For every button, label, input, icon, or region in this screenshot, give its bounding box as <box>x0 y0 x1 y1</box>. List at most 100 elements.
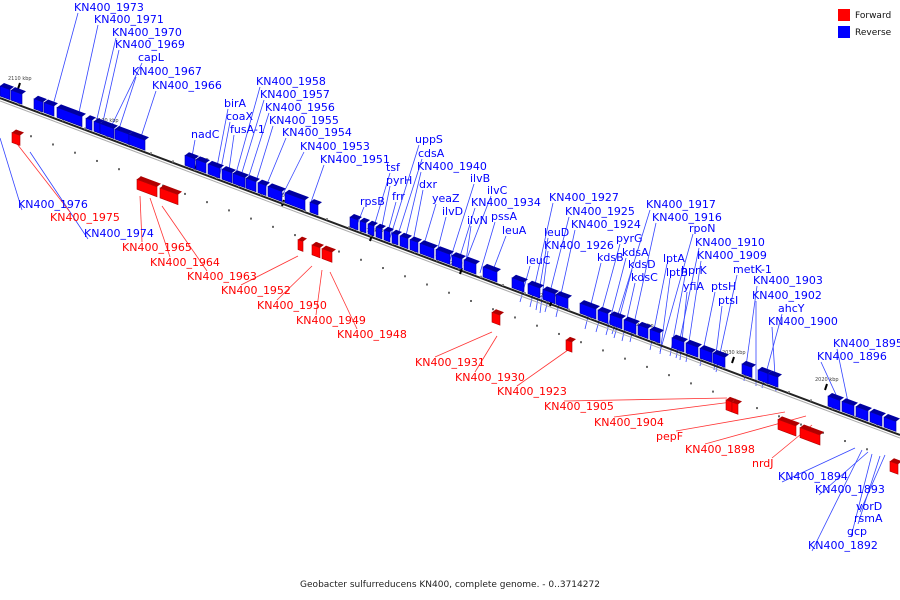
label-leader <box>239 99 265 180</box>
minor-tick <box>194 168 196 171</box>
reverse-gene <box>597 306 612 325</box>
label-leader <box>859 454 886 513</box>
genome-caption: Geobacter sulfurreducens KN400, complete… <box>300 580 600 590</box>
reverse-gene <box>699 345 716 364</box>
reverse-gene-label: KN400_1900 <box>768 315 838 328</box>
minor-tick <box>492 308 494 311</box>
reverse-gene <box>767 370 782 388</box>
forward-gene-label: KN400_1952 <box>221 284 291 297</box>
minor-tick <box>304 209 306 212</box>
forward-gene-label: KN400_1963 <box>187 270 257 283</box>
forward-gene <box>725 396 736 413</box>
minor-tick <box>426 283 428 286</box>
label-leader <box>850 453 873 538</box>
minor-tick <box>360 258 362 261</box>
minor-tick <box>558 332 560 335</box>
minor-tick <box>678 349 680 352</box>
minor-tick <box>106 135 108 138</box>
reverse-gene <box>0 83 14 101</box>
minor-tick <box>766 382 768 385</box>
reverse-gene <box>221 166 236 184</box>
reverse-gene-label: KN400_1956 <box>265 101 335 114</box>
minor-tick <box>40 110 42 113</box>
forward-gene <box>311 241 324 259</box>
minor-tick <box>370 234 372 237</box>
reverse-gene <box>419 240 438 259</box>
reverse-gene <box>383 226 394 243</box>
minor-tick <box>832 407 834 410</box>
minor-tick <box>744 374 746 377</box>
reverse-gene-label: KN400_1953 <box>300 140 370 153</box>
minor-tick <box>602 349 604 352</box>
gene-labels: KN400_1973KN400_1971KN400_1970KN400_1969… <box>18 1 900 552</box>
label-leader <box>605 257 627 336</box>
label-leader <box>13 139 71 213</box>
reverse-gene-label: KN400_1951 <box>320 153 390 166</box>
label-leader <box>240 255 299 286</box>
forward-gene-label: pepF <box>656 430 683 443</box>
forward-gene <box>136 176 161 198</box>
reverse-gene-label: KN400_1957 <box>260 88 330 101</box>
minor-tick <box>514 316 516 319</box>
reverse-gene-label: ilvC <box>487 184 508 197</box>
label-leader <box>139 195 143 243</box>
minor-tick <box>382 267 384 270</box>
minor-tick <box>844 440 846 443</box>
minor-tick <box>646 365 648 368</box>
minor-tick <box>326 218 328 221</box>
reverse-gene-label: uppS <box>415 133 443 146</box>
reverse-gene <box>409 236 422 253</box>
reverse-gene-label: ptsI <box>718 294 738 307</box>
reverse-gene <box>309 199 322 216</box>
minor-tick <box>712 390 714 393</box>
reverse-gene-label: KN400_1954 <box>282 126 352 139</box>
reverse-gene-label: KN400_1976 <box>18 198 88 211</box>
forward-gene <box>491 309 504 326</box>
reverse-gene-label: KN400_1910 <box>695 236 765 249</box>
minor-tick <box>502 283 504 286</box>
axis-shadow <box>0 100 900 439</box>
label-leader <box>395 158 423 242</box>
reverse-gene-label: birA <box>224 97 247 110</box>
label-leader <box>149 197 171 258</box>
minor-tick <box>404 275 406 278</box>
reverse-gene-label: KN400_1909 <box>697 249 767 262</box>
reverse-gene <box>855 403 872 422</box>
reverse-gene <box>267 183 286 203</box>
reverse-gene-label: pssA <box>491 210 517 223</box>
label-leader <box>434 331 493 358</box>
reverse-gene-label: fusA-1 <box>230 123 265 136</box>
reverse-gene-label: KN400_1917 <box>646 198 716 211</box>
reverse-gene-label: KN400_1958 <box>256 75 326 88</box>
forward-gene-label: KN400_1931 <box>415 356 485 369</box>
label-leader <box>463 195 492 267</box>
forward-gene <box>565 336 576 353</box>
forward-gene <box>731 399 742 415</box>
reverse-gene-label: KN400_1973 <box>74 1 144 14</box>
reverse-gene-label: rsmA <box>854 512 883 525</box>
minor-tick <box>184 192 186 195</box>
reverse-gene-label: KN400_1970 <box>112 26 182 39</box>
reverse-gene <box>257 179 270 197</box>
reverse-gene-label: KN400_1925 <box>565 205 635 218</box>
label-leader <box>403 171 422 245</box>
legend-reverse-swatch <box>838 26 850 38</box>
reverse-gene-label: KN400_1969 <box>115 38 185 51</box>
label-leader <box>474 335 498 373</box>
minor-tick <box>580 341 582 344</box>
minor-tick <box>282 201 284 204</box>
reverse-gene <box>451 252 466 270</box>
reverse-gene <box>33 95 47 113</box>
label-leader <box>811 449 863 552</box>
reverse-gene <box>527 280 544 299</box>
label-leader <box>857 455 881 525</box>
reverse-gene <box>649 326 664 344</box>
reverse-gene-label: yfiA <box>683 280 704 293</box>
reverse-gene-label: kdsB <box>597 251 624 264</box>
reverse-gene-label: kdsA <box>622 246 649 259</box>
reverse-gene <box>284 189 309 211</box>
reverse-gene-label: pyrG <box>616 232 643 245</box>
minor-tick <box>624 357 626 360</box>
reverse-gene-label: tsf <box>386 161 401 174</box>
minor-tick <box>436 259 438 262</box>
